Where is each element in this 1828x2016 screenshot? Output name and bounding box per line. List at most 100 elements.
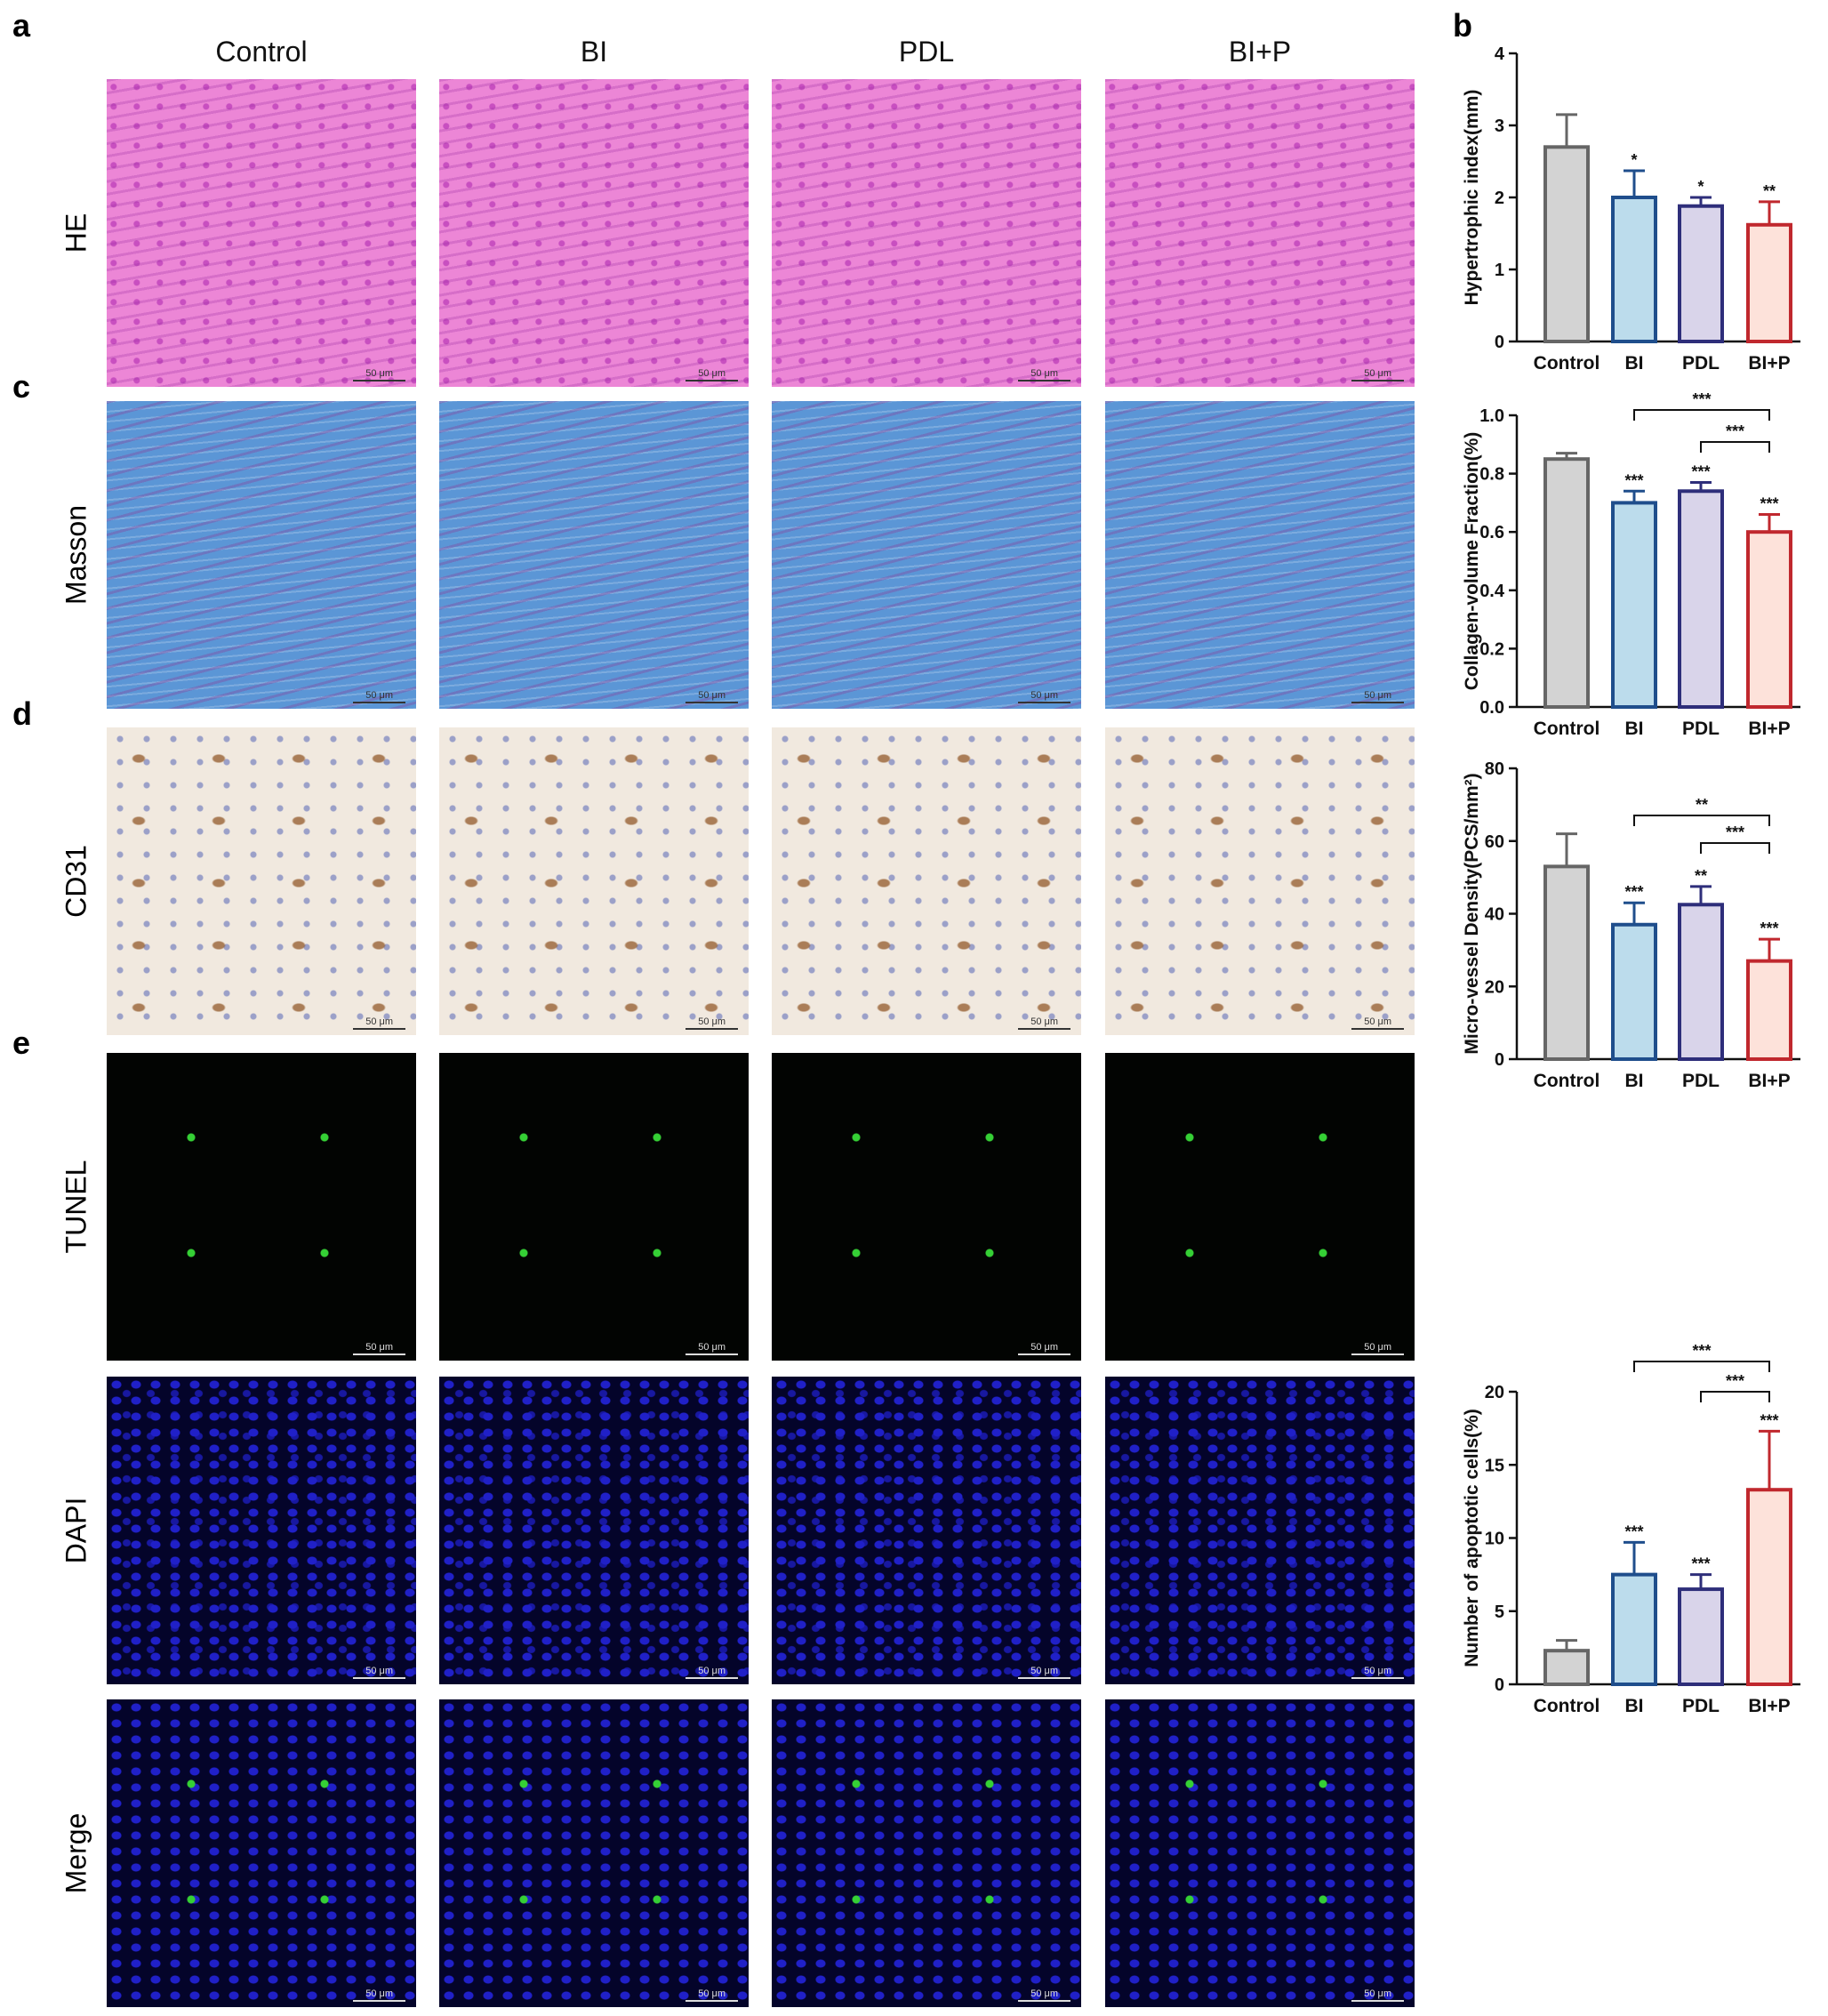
error-bar (1624, 901, 1645, 925)
x-tick-label: PDL (1682, 353, 1720, 373)
micrograph: 50 μm (439, 79, 749, 387)
error-bar (1759, 200, 1780, 225)
bar (1678, 489, 1724, 710)
y-tick-label: 0.2 (1479, 639, 1504, 659)
y-tick-label: 40 (1485, 905, 1504, 925)
scale-bar: 50 μm (1018, 1988, 1070, 2002)
micrograph: 50 μm (107, 727, 416, 1035)
bar (1678, 1587, 1724, 1686)
micrograph: 50 μm (772, 727, 1081, 1035)
micrograph: 50 μm (107, 1377, 416, 1684)
scale-bar: 50 μm (686, 1666, 738, 1679)
error-bar (1624, 169, 1645, 197)
micrograph: 50 μm (772, 1377, 1081, 1684)
y-tick-label: 60 (1485, 832, 1504, 852)
bracket (1633, 1361, 1770, 1372)
error-bar (1556, 1639, 1577, 1651)
row-label: HE (60, 213, 92, 253)
bar (1746, 222, 1792, 343)
micrograph: 50 μm (1105, 1699, 1415, 2007)
y-tick-label: 20 (1485, 1383, 1504, 1402)
bar (1746, 959, 1792, 1061)
error-bar (1690, 480, 1712, 492)
micrograph: 50 μm (772, 1053, 1081, 1361)
x-tick-label: Control (1534, 1696, 1600, 1716)
scale-bar: 50 μm (353, 1988, 405, 2002)
scale-bar: 50 μm (1018, 690, 1070, 703)
scale-bar: 50 μm (1351, 368, 1404, 382)
micrograph: 50 μm (772, 401, 1081, 709)
bracket-label: *** (1726, 422, 1744, 440)
panel-label: d (12, 695, 32, 732)
bar (1678, 204, 1724, 343)
y-tick-label: 3 (1495, 116, 1504, 136)
micrograph: 50 μm (107, 401, 416, 709)
micrograph: 50 μm (107, 79, 416, 387)
significance: *** (1760, 1411, 1778, 1429)
x-tick-label: BI (1625, 353, 1644, 373)
x-tick-label: Control (1534, 1071, 1600, 1091)
row-label: DAPI (60, 1497, 92, 1564)
x-tick-label: BI (1625, 1071, 1644, 1091)
x-tick-label: Control (1534, 353, 1600, 373)
bar (1611, 501, 1657, 710)
scale-bar: 50 μm (353, 1342, 405, 1355)
row-label: Merge (60, 1812, 92, 1894)
error-bar (1556, 452, 1577, 460)
bar (1611, 1572, 1657, 1686)
bar (1543, 145, 1590, 343)
scale-bar: 50 μm (686, 1988, 738, 2002)
scale-bar: 50 μm (1018, 1666, 1070, 1679)
error-bar (1556, 113, 1577, 148)
significance: ** (1695, 867, 1707, 885)
y-tick-label: 0.4 (1479, 582, 1505, 601)
micrograph: 50 μm (1105, 79, 1415, 387)
y-tick-label: 80 (1485, 759, 1504, 779)
scale-bar: 50 μm (1018, 368, 1070, 382)
error-bar (1759, 937, 1780, 961)
scale-bar: 50 μm (1018, 1016, 1070, 1030)
y-tick-label: 4 (1495, 44, 1505, 64)
micrograph: 50 μm (772, 79, 1081, 387)
x-tick-label: BI+P (1748, 719, 1790, 739)
micrograph: 50 μm (1105, 727, 1415, 1035)
scale-bar: 50 μm (1351, 1342, 1404, 1355)
significance: ** (1763, 182, 1776, 200)
column-label: Control (215, 36, 308, 68)
panel-label: b (1453, 7, 1472, 44)
significance: *** (1624, 471, 1643, 489)
bracket (1700, 1391, 1770, 1402)
scale-bar: 50 μm (1351, 690, 1404, 703)
x-tick-label: PDL (1682, 1696, 1720, 1716)
scale-bar: 50 μm (353, 1016, 405, 1030)
scale-bar: 50 μm (353, 1666, 405, 1679)
bar (1678, 903, 1724, 1061)
significance: *** (1760, 495, 1778, 513)
x-tick-label: PDL (1682, 719, 1720, 739)
bar (1611, 196, 1657, 343)
bar (1746, 530, 1792, 710)
y-tick-label: 5 (1495, 1602, 1504, 1622)
bracket-label: *** (1692, 390, 1711, 408)
micrograph: 50 μm (107, 1053, 416, 1361)
micrograph: 50 μm (439, 1377, 749, 1684)
bracket (1700, 441, 1770, 453)
x-tick-label: BI+P (1748, 1071, 1790, 1091)
y-tick-label: 10 (1485, 1530, 1504, 1549)
panel-label: a (12, 7, 31, 44)
x-tick-label: BI+P (1748, 353, 1790, 373)
error-bar (1624, 489, 1645, 503)
y-tick-label: 1.0 (1479, 406, 1504, 426)
scale-bar: 50 μm (1351, 1016, 1404, 1030)
micrograph: 50 μm (1105, 1377, 1415, 1684)
x-tick-label: BI+P (1748, 1696, 1790, 1716)
y-tick-label: 0 (1495, 1675, 1504, 1695)
y-tick-label: 20 (1485, 977, 1504, 997)
bar (1746, 1488, 1792, 1686)
panel-label: e (12, 1024, 31, 1061)
y-tick-label: 15 (1485, 1456, 1504, 1475)
row-label: TUNEL (60, 1160, 92, 1254)
scale-bar: 50 μm (686, 1016, 738, 1030)
